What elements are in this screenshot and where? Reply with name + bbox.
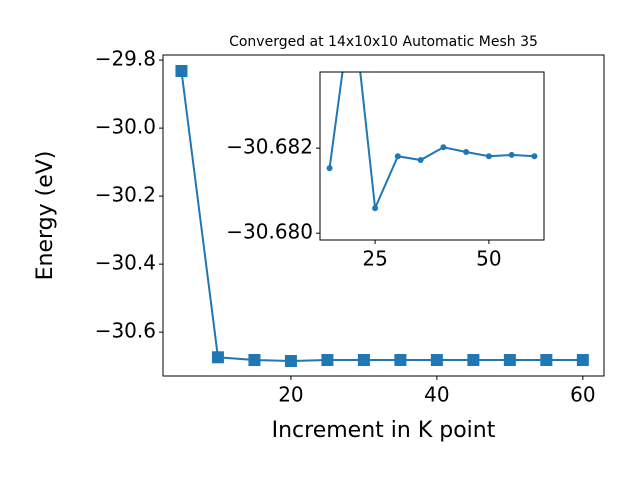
axes-frame bbox=[162, 54, 605, 377]
y-tick-label: −29.8 bbox=[95, 47, 156, 71]
axes-frame bbox=[319, 71, 545, 241]
data-line bbox=[180, 70, 583, 363]
data-point bbox=[394, 354, 407, 367]
data-point bbox=[485, 153, 492, 160]
y-tick-label: −30.6 bbox=[95, 319, 156, 343]
data-point bbox=[467, 354, 480, 367]
plot-series bbox=[326, 0, 538, 212]
data-point bbox=[440, 144, 447, 151]
data-point bbox=[284, 355, 297, 368]
y-tick-label: −30.4 bbox=[95, 251, 156, 275]
y-tick-label: −30.680 bbox=[226, 220, 313, 244]
data-point bbox=[576, 354, 589, 367]
data-point bbox=[463, 148, 470, 155]
data-point bbox=[372, 205, 379, 212]
x-tick-label: 20 bbox=[278, 383, 303, 407]
y-axis-label: Energy (eV) bbox=[33, 151, 58, 281]
x-axis-label: Increment in K point bbox=[272, 418, 496, 443]
x-tick-label: 25 bbox=[362, 247, 387, 271]
data-point bbox=[349, 0, 355, 2]
y-tick-label: −30.0 bbox=[95, 115, 156, 139]
data-point bbox=[211, 351, 224, 364]
data-point bbox=[394, 153, 401, 160]
data-point bbox=[175, 64, 188, 77]
y-tick-label: −30.682 bbox=[226, 135, 313, 159]
data-point bbox=[540, 354, 553, 367]
data-point bbox=[417, 157, 424, 164]
data-line bbox=[328, 72, 535, 212]
x-tick-label: 40 bbox=[424, 383, 449, 407]
data-point bbox=[326, 165, 333, 172]
data-point bbox=[357, 354, 370, 367]
data-point bbox=[430, 354, 443, 367]
data-point bbox=[508, 151, 515, 158]
plot-series bbox=[175, 64, 589, 368]
x-tick-label: 60 bbox=[570, 383, 595, 407]
data-point bbox=[503, 354, 516, 367]
data-point bbox=[248, 354, 261, 367]
data-point bbox=[531, 153, 538, 160]
y-tick-label: −30.2 bbox=[95, 183, 156, 207]
data-point bbox=[321, 354, 334, 367]
x-tick-label: 50 bbox=[476, 247, 501, 271]
chart-title: Converged at 14x10x10 Automatic Mesh 35 bbox=[229, 34, 538, 50]
